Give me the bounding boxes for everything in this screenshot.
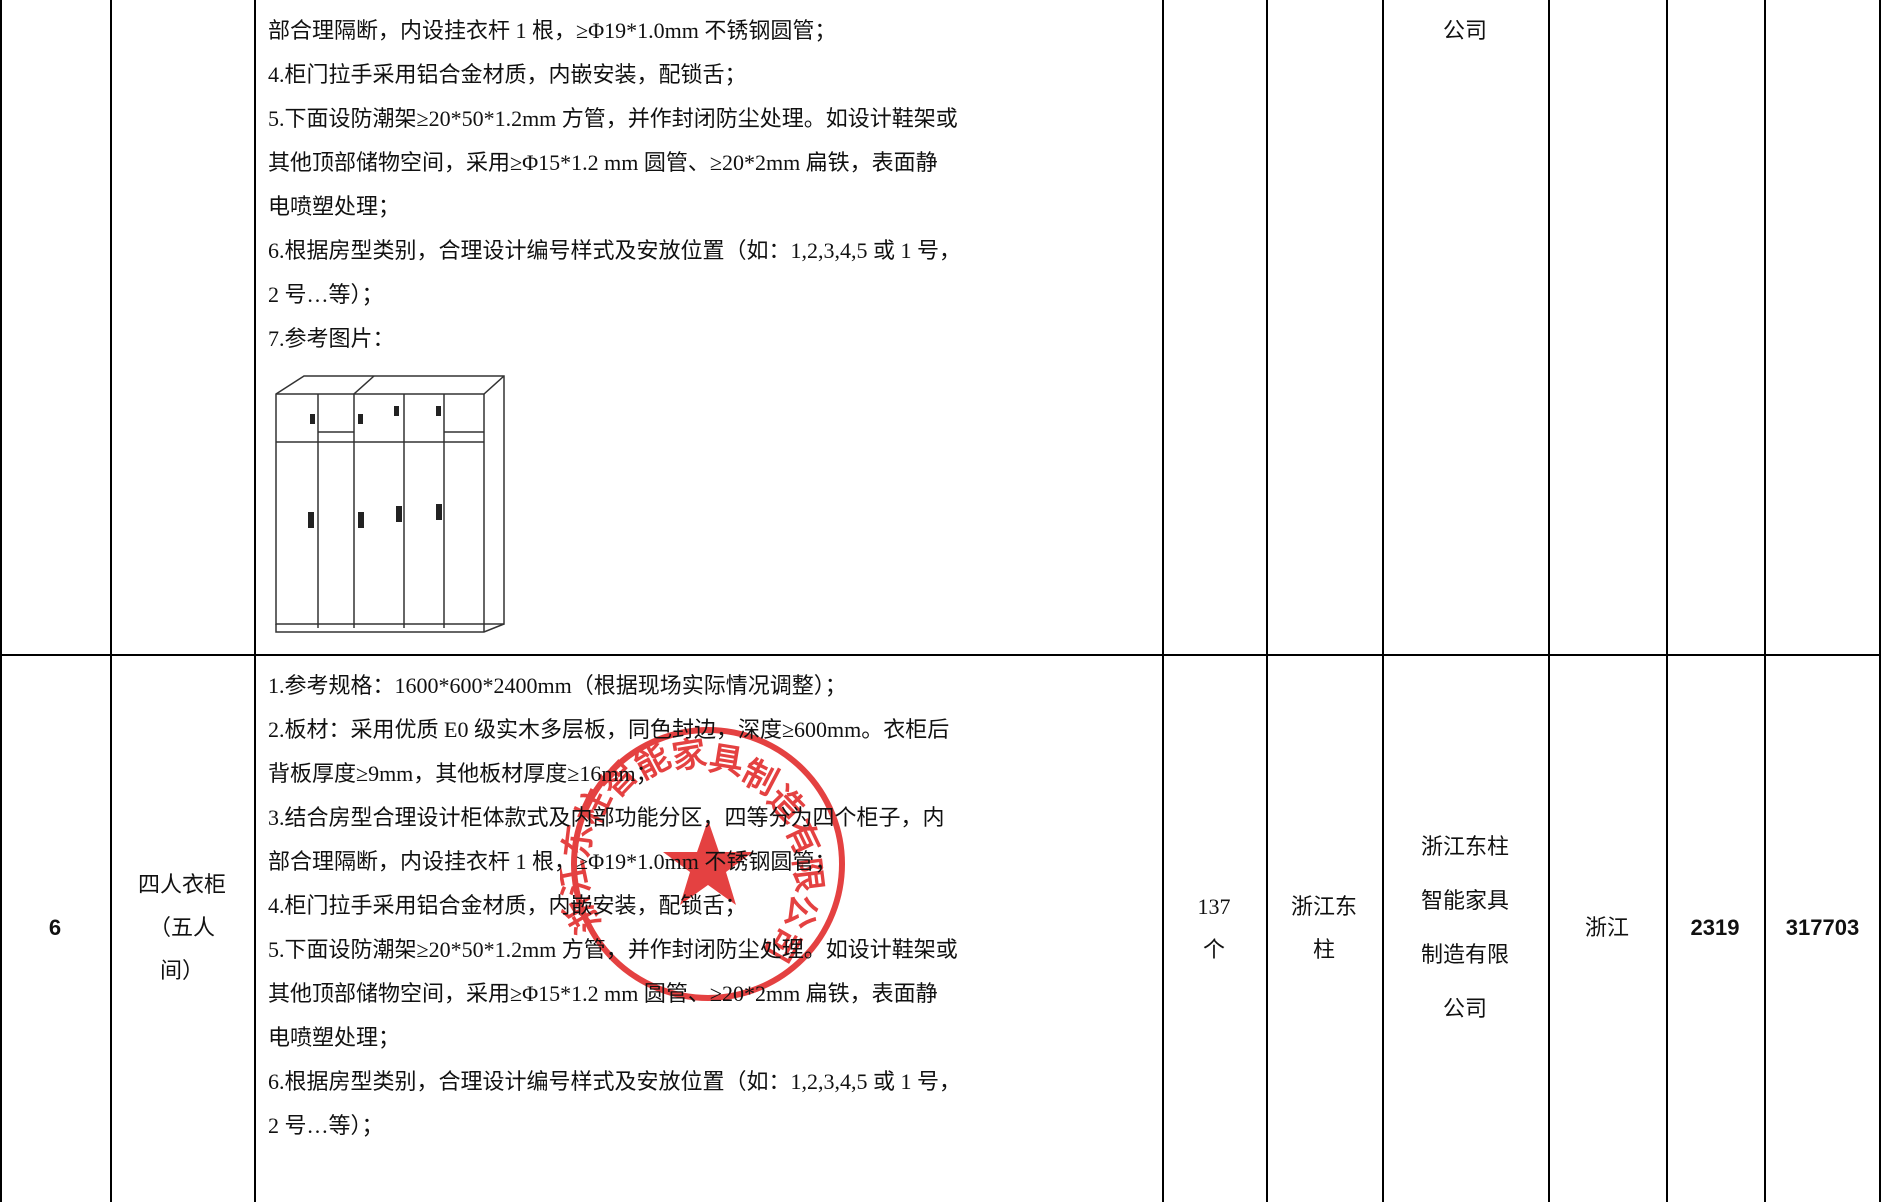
column-border <box>1666 0 1668 1202</box>
spec-line: 2 号…等）； <box>268 282 384 307</box>
maker: 浙江东柱 <box>1420 834 1510 859</box>
column-border <box>254 0 256 1202</box>
name: 间） <box>159 958 205 983</box>
spec-line: 背板厚度≥9mm，其他板材厚度≥16mm； <box>268 761 658 786</box>
spec-line: 其他顶部储物空间，采用≥Φ15*1.2 mm 圆管、≥20*2mm 扁铁，表面静 <box>268 150 938 175</box>
column-border <box>1764 0 1766 1202</box>
spec-line: 6.根据房型类别，合理设计编号样式及安放位置（如：1,2,3,4,5 或 1 号… <box>268 1069 962 1094</box>
quantity: 个 <box>1202 936 1226 962</box>
brand: 浙江东 <box>1290 893 1358 919</box>
spec-line: 电喷塑处理； <box>268 194 401 219</box>
column-border <box>1879 0 1881 1202</box>
spec-line: 4.柜门拉手采用铝合金材质，内嵌安装，配锁舌； <box>268 893 747 918</box>
maker: 公司 <box>1442 996 1488 1021</box>
maker: 公司 <box>1442 18 1488 43</box>
spec-line: 部合理隔断，内设挂衣杆 1 根，≥Φ19*1.0mm 不锈钢圆管； <box>268 849 837 874</box>
name: 四人衣柜 <box>137 872 227 897</box>
spec-line: 1.参考规格：1600*600*2400mm（根据现场实际情况调整）； <box>268 673 847 698</box>
column-border <box>1382 0 1384 1202</box>
quantity: 137 <box>1197 893 1231 919</box>
spec-line: 2.板材：采用优质 E0 级实木多层板，同色封边，深度≥600mm。衣柜后 <box>268 717 950 742</box>
column-border <box>1266 0 1268 1202</box>
origin: 浙江 <box>1584 915 1630 940</box>
wardrobe-image <box>275 375 505 633</box>
maker: 智能家具 <box>1420 888 1510 913</box>
spec-line: 4.柜门拉手采用铝合金材质，内嵌安装，配锁舌； <box>268 62 747 87</box>
column-border <box>1548 0 1550 1202</box>
spec-line: 6.根据房型类别，合理设计编号样式及安放位置（如：1,2,3,4,5 或 1 号… <box>268 238 962 263</box>
column-border <box>110 0 112 1202</box>
spec-line: 3.结合房型合理设计柜体款式及内部功能分区，四等分为四个柜子，内 <box>268 805 945 830</box>
spec-line: 2 号…等）； <box>268 1113 384 1138</box>
unit-price: 2319 <box>1690 915 1740 940</box>
column-border <box>0 0 2 1202</box>
name: （五人 <box>148 915 216 940</box>
no: 6 <box>48 915 62 940</box>
company-seal: 浙江东柱智能家具制造有限公司 <box>560 727 845 1001</box>
spec-line: 电喷塑处理； <box>268 1025 401 1050</box>
spec-line: 部合理隔断，内设挂衣杆 1 根，≥Φ19*1.0mm 不锈钢圆管； <box>268 18 837 43</box>
brand: 柱 <box>1312 936 1336 962</box>
total: 317703 <box>1785 915 1860 940</box>
spec-line: 7.参考图片： <box>268 326 395 351</box>
row-border <box>0 654 1881 656</box>
column-border <box>1162 0 1164 1202</box>
maker: 制造有限 <box>1420 942 1510 967</box>
spec-line: 其他顶部储物空间，采用≥Φ15*1.2 mm 圆管、≥20*2mm 扁铁，表面静 <box>268 981 938 1006</box>
spec-line: 5.下面设防潮架≥20*50*1.2mm 方管，并作封闭防尘处理。如设计鞋架或 <box>268 937 958 962</box>
spec-line: 5.下面设防潮架≥20*50*1.2mm 方管，并作封闭防尘处理。如设计鞋架或 <box>268 106 958 131</box>
